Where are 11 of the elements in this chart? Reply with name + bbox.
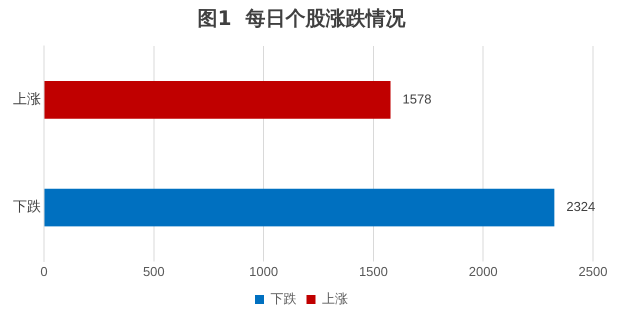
x-tick-label: 2000 [468,264,498,279]
chart-title: 图1 每日个股涨跌情况 [198,6,406,30]
data-label: 1578 [402,91,432,106]
data-label: 2324 [566,199,596,214]
x-tick-label: 1000 [249,264,278,279]
x-tick-label: 0 [40,264,48,279]
x-tick-label: 2500 [578,264,608,279]
legend-label: 下跌 [270,292,296,307]
legend-label: 上涨 [322,292,348,307]
x-tick-label: 500 [142,264,165,279]
x-tick-label: 1500 [358,264,388,279]
